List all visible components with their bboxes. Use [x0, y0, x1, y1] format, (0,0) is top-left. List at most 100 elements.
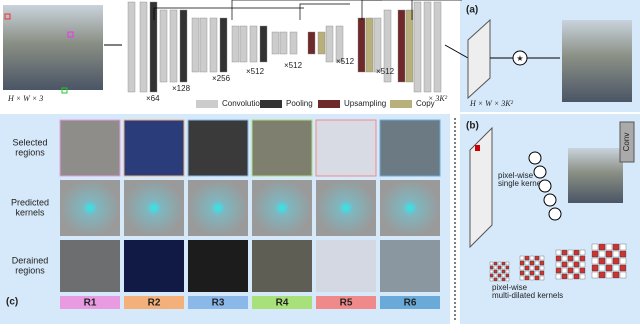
kernel-cell — [567, 267, 574, 274]
derained-region — [252, 240, 312, 292]
row-label: Selected — [12, 137, 47, 147]
layer-block — [169, 9, 178, 83]
kernel-cell — [505, 261, 510, 266]
legend-label: Upsampling — [344, 99, 386, 108]
kernel-cell — [489, 269, 494, 274]
kernel-pixel — [475, 145, 480, 151]
region-label: R3 — [212, 298, 225, 309]
conv-ops — [528, 151, 562, 221]
channel-label: ×512 — [336, 57, 355, 66]
layer-block — [307, 31, 316, 55]
row-label: Predicted — [11, 197, 49, 207]
kernel-cell — [561, 273, 568, 280]
kernel-cell — [561, 255, 568, 262]
kernel-cell — [519, 275, 525, 281]
kernel-cell — [605, 243, 613, 251]
predicted-kernel — [316, 180, 376, 236]
conv-label: Conv — [622, 133, 631, 152]
selected-region — [123, 119, 185, 177]
legend-swatch — [390, 100, 412, 108]
kernel-cell — [501, 261, 506, 266]
legend-swatch — [196, 100, 218, 108]
conv-star: ★ — [516, 54, 523, 63]
layer-block — [397, 9, 406, 83]
kernel-cell — [539, 265, 545, 271]
kernel-cell — [579, 267, 586, 274]
layer-block — [423, 1, 432, 93]
kernel-dim: H × W × 3K² — [469, 99, 514, 108]
kernel-cell — [567, 255, 574, 262]
kernel-cell — [529, 255, 535, 261]
legend-swatch — [260, 100, 282, 108]
kernel-cell — [605, 257, 613, 265]
layer-block — [271, 31, 280, 55]
layer-block — [413, 1, 422, 93]
kernel-cell — [579, 255, 586, 262]
selected-region — [251, 119, 313, 177]
layer-block — [149, 1, 158, 93]
kernel-cell — [579, 261, 586, 268]
layer-block — [279, 31, 288, 55]
kernel-cell — [493, 265, 498, 270]
kernel-cell — [534, 255, 540, 261]
kernel-cell — [489, 273, 494, 278]
kernel-cell — [598, 250, 606, 258]
kernel-cell — [573, 267, 580, 274]
kernel-cell — [561, 267, 568, 274]
legend-swatch — [318, 100, 340, 108]
row-label: regions — [15, 147, 45, 157]
derained-region — [188, 240, 248, 292]
kernel-cell — [619, 271, 627, 279]
kernel-cell — [619, 243, 627, 251]
kernel-cell — [501, 265, 506, 270]
layer-block — [365, 17, 374, 73]
layer-block — [259, 25, 268, 63]
kernel-cell — [598, 271, 606, 279]
input-photo — [3, 5, 103, 90]
single-label: pixel-wise — [498, 171, 534, 180]
kernel-cell — [524, 260, 530, 266]
kernel-cell — [524, 275, 530, 281]
kernel-cell — [524, 255, 530, 261]
layer-block — [127, 1, 136, 93]
kernel-cell — [612, 264, 620, 272]
kernel-cell — [534, 275, 540, 281]
layer-block — [231, 25, 240, 63]
kernel-cell — [529, 275, 535, 281]
region-tag — [60, 296, 120, 309]
kernel-cell — [573, 255, 580, 262]
kernel-cell — [598, 264, 606, 272]
kernel-cell — [612, 243, 620, 251]
selected-region — [379, 119, 441, 177]
layer-block — [383, 9, 392, 83]
region-box — [4, 13, 11, 20]
layer-block — [199, 17, 208, 73]
multi-label: pixel-wise — [492, 283, 528, 292]
derained-region — [380, 240, 440, 292]
kernel-cell — [493, 269, 498, 274]
kernel-cell — [567, 249, 574, 256]
kernel-cell — [529, 270, 535, 276]
kernel-cell — [501, 269, 506, 274]
kernel-cell — [561, 249, 568, 256]
layer-block — [179, 9, 188, 83]
kernel-cell — [505, 269, 510, 274]
kernel-cell — [579, 249, 586, 256]
legend-label: Pooling — [286, 99, 313, 108]
kernel-cell — [497, 269, 502, 274]
output-photo — [562, 20, 632, 102]
layer-block — [239, 25, 248, 63]
multi-label: multi-dilated kernels — [492, 291, 563, 300]
layer-block — [433, 1, 442, 93]
kernel-cell — [612, 271, 620, 279]
kernel-cell — [519, 270, 525, 276]
region-label: R1 — [84, 298, 97, 309]
kernel-cell — [529, 265, 535, 271]
region-tag — [188, 296, 248, 309]
panel-label: (c) — [6, 297, 18, 308]
dilated-kernels — [489, 243, 627, 282]
layer-block — [249, 25, 258, 63]
input-dim: H × W × 3 — [7, 94, 43, 103]
kernel-cell — [555, 255, 562, 262]
